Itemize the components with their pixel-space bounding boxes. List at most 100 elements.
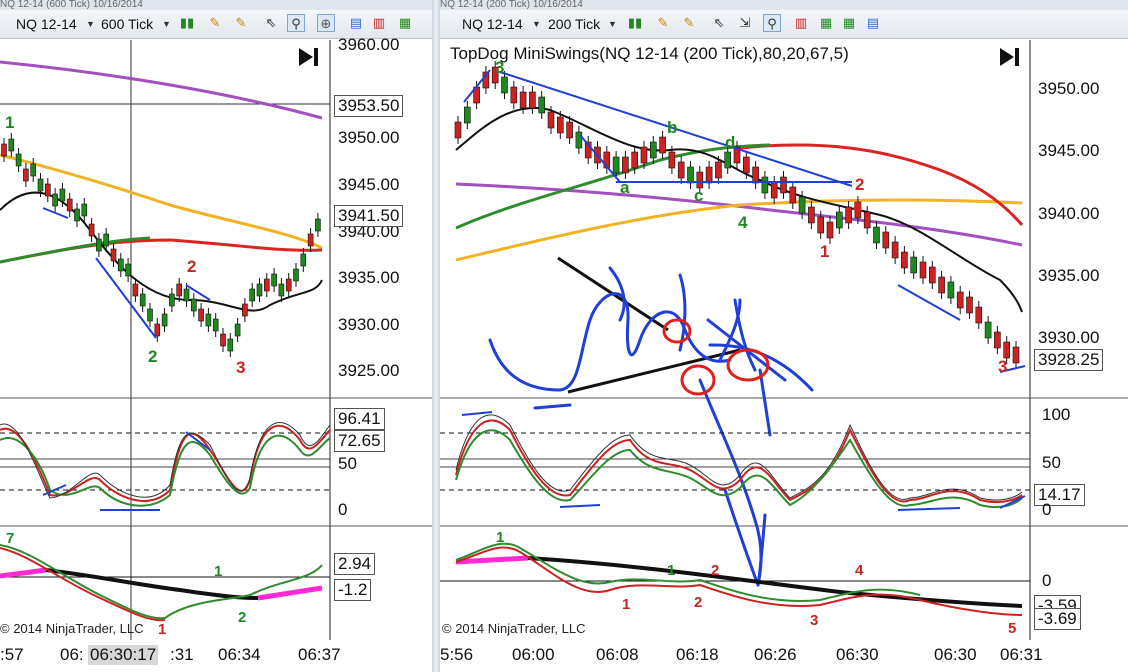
panel-divider[interactable] (432, 0, 440, 672)
swing-label: 2 (711, 562, 720, 579)
strategy-icon[interactable]: ▥ (794, 15, 808, 30)
candle (835, 211, 843, 229)
time-label: 06:00 (512, 645, 555, 664)
chevron-down-icon[interactable]: ▼ (532, 19, 541, 29)
candle (8, 138, 15, 152)
candle (227, 338, 234, 352)
candle (910, 256, 918, 274)
pencil-draw-icon[interactable]: ✎ (209, 15, 221, 30)
bar-type-icon[interactable]: ▮▮ (627, 15, 643, 30)
candle (510, 86, 518, 104)
study-title: TopDog MiniSwings(NQ 12-14 (200 Tick),80… (450, 44, 849, 63)
candle (234, 323, 241, 337)
swing-label: 1 (820, 242, 830, 261)
crosshair-icon[interactable]: ⊕ (317, 14, 335, 32)
candle (161, 313, 168, 327)
properties-icon[interactable]: ▤ (866, 15, 880, 30)
swing-label: a (853, 196, 863, 215)
candle (780, 176, 787, 194)
chevron-down-icon[interactable]: ▼ (608, 19, 617, 29)
candle (928, 266, 936, 284)
left-chart-canvas[interactable] (0, 0, 432, 672)
chart-icon[interactable]: ▦ (819, 15, 833, 30)
candle (169, 293, 175, 307)
scroll-to-end-icon[interactable] (295, 44, 325, 74)
magnifier-icon[interactable]: ⚲ (287, 14, 305, 32)
freehand-annotation (488, 266, 814, 587)
properties-icon[interactable]: ▤ (349, 15, 363, 30)
pencil-draw-icon[interactable]: ✎ (235, 15, 247, 30)
candle (23, 168, 29, 182)
candle (612, 156, 620, 174)
scroll-to-end-icon[interactable] (996, 44, 1026, 74)
osc-label: 50 (338, 454, 357, 473)
candle (854, 201, 862, 219)
cursor-icon[interactable]: ⇖ (713, 15, 725, 30)
candle (74, 208, 80, 222)
green-ma-line (0, 236, 151, 264)
osc-label: 0 (1042, 500, 1052, 519)
candle (882, 231, 890, 249)
pencil-draw-icon[interactable]: ✎ (683, 15, 695, 30)
candle (96, 238, 102, 252)
candle (37, 178, 44, 192)
indicator-icon[interactable]: ▦ (398, 15, 412, 30)
candle (154, 323, 161, 337)
last-price-box: 3928.25 (1034, 349, 1104, 371)
bar-type-icon[interactable]: ▮▮ (179, 15, 195, 30)
candle (863, 211, 871, 229)
swing-label: c (694, 186, 704, 205)
candle (198, 308, 204, 322)
candle (463, 106, 471, 124)
candle (278, 283, 285, 297)
osc-label: 50 (1042, 453, 1061, 472)
candle (938, 276, 945, 294)
bottom-value-box: -1.2 (334, 579, 372, 601)
candle (705, 166, 713, 184)
swing-label: 1 (667, 562, 676, 579)
left-toolbar: NQ 12-14 ▼ 600 Tick ▼ ▮▮ ✎ ✎ ⇖ ⚲ ⊕ ▤ ▥ ▦ (0, 10, 432, 39)
magnifier-icon[interactable]: ⚲ (763, 14, 781, 32)
osc-value-box: 96.41 (334, 408, 385, 430)
price-label: 3950.00 (338, 128, 400, 147)
candle (984, 321, 992, 339)
price-label: 3945.00 (338, 175, 400, 194)
candle (742, 156, 750, 174)
price-label: 3935.00 (338, 268, 400, 287)
candle (817, 216, 825, 234)
candle (1003, 341, 1011, 359)
osc-label: 100 (1042, 405, 1071, 424)
strategy-icon[interactable]: ▥ (372, 15, 386, 30)
right-instrument-select[interactable]: NQ 12-14 (462, 16, 523, 32)
left-instrument-select[interactable]: NQ 12-14 (16, 16, 77, 32)
candle (271, 273, 277, 287)
candle (538, 96, 545, 114)
left-period-select[interactable]: 600 Tick (101, 16, 154, 32)
candle (733, 146, 741, 164)
chevron-down-icon[interactable]: ▼ (86, 19, 95, 29)
right-period-select[interactable]: 200 Tick (548, 16, 601, 32)
right-chart-canvas[interactable] (440, 0, 1128, 672)
zoom-icon[interactable]: ⇲ (739, 15, 751, 30)
cursor-icon[interactable]: ⇖ (265, 15, 277, 30)
right-title-strip: NQ 12-14 (200 Tick) 10/16/2014 (440, 0, 1128, 10)
indicator-icon[interactable]: ▦ (842, 15, 856, 30)
candle (659, 136, 666, 154)
swing-label: 2 (694, 594, 703, 611)
candle (139, 293, 146, 307)
candle (52, 193, 58, 207)
candle (761, 176, 769, 194)
pencil-draw-icon[interactable]: ✎ (657, 15, 669, 30)
candle (212, 318, 219, 332)
price-label: 3935.00 (1038, 266, 1100, 285)
purple-ma-line (0, 60, 323, 120)
right-chart-panel[interactable]: NQ 12-14 (200 Tick) 10/16/2014 NQ 12-14 … (440, 0, 1128, 672)
candle (307, 233, 314, 247)
candle (66, 198, 73, 212)
left-chart-panel[interactable]: NQ 12-14 (600 Tick) 10/16/2014 NQ 12-14 … (0, 0, 432, 672)
time-label: 06:26 (754, 645, 797, 664)
swing-label: d (725, 133, 736, 152)
chevron-down-icon[interactable]: ▼ (162, 19, 171, 29)
swing-label: 1 (496, 529, 505, 546)
swing-label: 1 (214, 563, 223, 580)
